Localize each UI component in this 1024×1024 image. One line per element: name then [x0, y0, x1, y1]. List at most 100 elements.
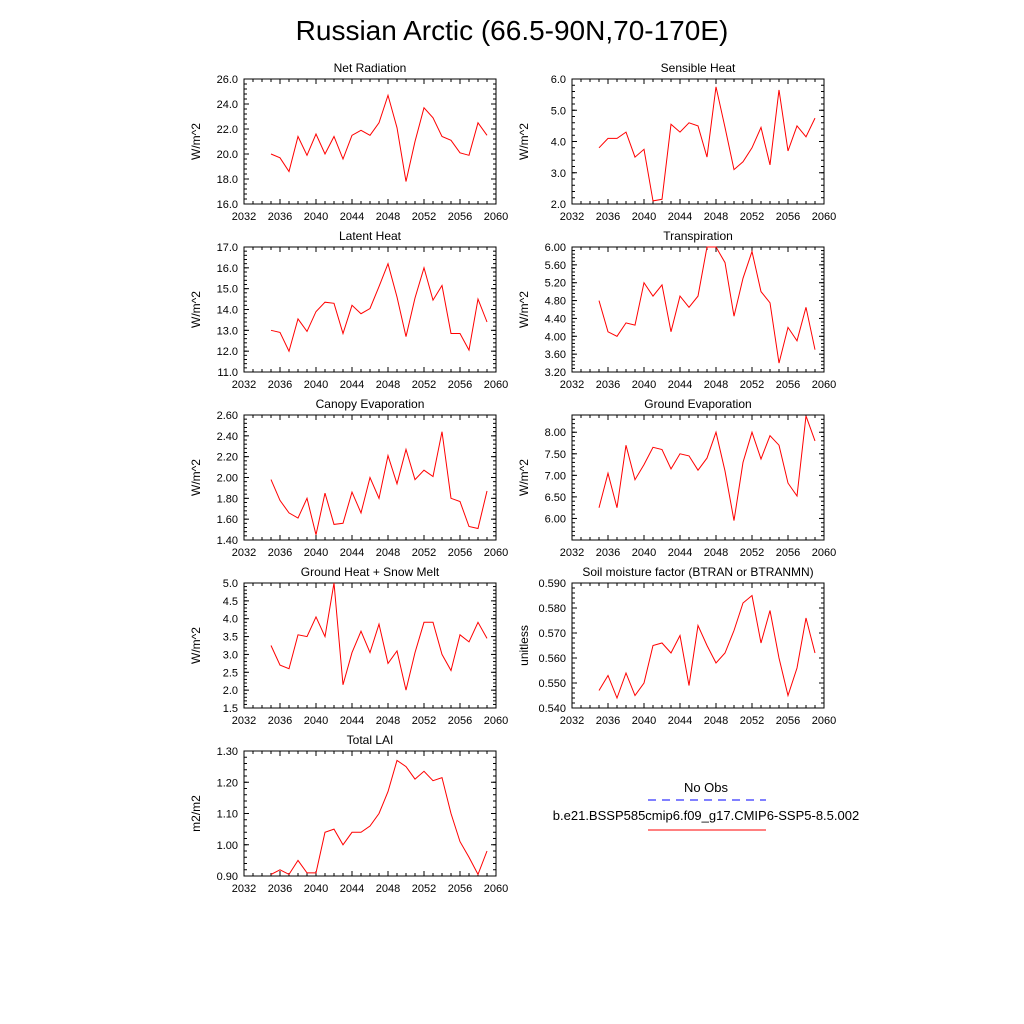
chart-panel-1: Net Radiation W/m^2 2032 2036 2040 2044 2048 20… — [189, 61, 508, 223]
x-tick-label: 2044 — [668, 211, 692, 223]
legend-obs-label: No Obs — [684, 780, 729, 795]
y-tick-label: 2.20 — [217, 452, 238, 464]
series-line-1 — [270, 431, 488, 535]
x-tick-label: 2060 — [484, 547, 508, 559]
panel-title: Canopy Evaporation — [316, 397, 425, 411]
x-tick-label: 2036 — [268, 547, 292, 559]
y-tick-label: 3.0 — [551, 168, 566, 180]
y-tick-label: 17.0 — [217, 242, 238, 254]
x-tick-label: 2052 — [740, 547, 764, 559]
x-tick-label: 2052 — [412, 379, 436, 391]
x-tick-label: 2056 — [776, 379, 800, 391]
x-tick-label: 2052 — [412, 883, 436, 895]
y-tick-label: 4.00 — [545, 331, 566, 343]
x-tick-label: 2032 — [232, 715, 256, 727]
series-line-1 — [270, 93, 488, 182]
y-axis-label: W/m^2 — [189, 123, 203, 160]
x-tick-label: 2044 — [340, 715, 364, 727]
y-tick-label: 6.00 — [545, 513, 566, 525]
y-tick-label: 2.5 — [223, 667, 238, 679]
x-tick-label: 2056 — [448, 211, 472, 223]
x-tick-label: 2052 — [740, 715, 764, 727]
panel-title: Soil moisture factor (BTRAN or BTRANMN) — [582, 565, 813, 579]
chart-panel-8: Soil moisture factor (BTRAN or BTRANMN) u… — [517, 565, 836, 727]
y-tick-label: 5.0 — [551, 105, 566, 117]
x-tick-label: 2032 — [232, 379, 256, 391]
page-title: Russian Arctic (66.5-90N,70-170E) — [296, 15, 729, 46]
y-tick-label: 16.0 — [217, 199, 238, 211]
y-tick-label: 1.60 — [217, 514, 238, 526]
x-tick-label: 2040 — [304, 547, 328, 559]
x-tick-label: 2040 — [632, 547, 656, 559]
panel-title: Ground Evaporation — [644, 397, 751, 411]
y-tick-label: 5.60 — [545, 260, 566, 272]
x-tick-label: 2036 — [596, 547, 620, 559]
x-tick-label: 2044 — [340, 379, 364, 391]
x-tick-label: 2036 — [268, 883, 292, 895]
x-tick-label: 2040 — [632, 211, 656, 223]
series-line-1 — [598, 246, 816, 364]
x-tick-label: 2056 — [448, 715, 472, 727]
y-tick-label: 2.0 — [223, 685, 238, 697]
plot-frame — [243, 78, 497, 205]
y-tick-label: 3.0 — [223, 649, 238, 661]
x-tick-label: 2052 — [412, 211, 436, 223]
x-tick-label: 2048 — [704, 715, 728, 727]
x-tick-label: 2044 — [340, 547, 364, 559]
x-tick-label: 2036 — [268, 715, 292, 727]
y-tick-label: 0.560 — [538, 653, 566, 665]
y-axis-label: m2/m2 — [189, 795, 203, 832]
x-tick-label: 2060 — [812, 211, 836, 223]
y-tick-label: 22.0 — [217, 124, 238, 136]
y-tick-label: 6.00 — [545, 242, 566, 254]
x-tick-label: 2044 — [340, 883, 364, 895]
y-tick-label: 6.50 — [545, 492, 566, 504]
x-tick-label: 2032 — [560, 547, 584, 559]
y-tick-label: 0.590 — [538, 578, 566, 590]
y-tick-label: 4.0 — [223, 614, 238, 626]
chart-panel-3: Latent Heat W/m^2 2032 2036 2040 2044 2048 2052… — [189, 229, 508, 391]
x-tick-label: 2032 — [232, 883, 256, 895]
x-tick-label: 2040 — [632, 379, 656, 391]
y-tick-label: 0.540 — [538, 703, 566, 715]
chart-panel-9: Total LAI m2/m2 2032 2036 2040 2044 2048 2052 20… — [189, 733, 508, 895]
x-tick-label: 2032 — [560, 211, 584, 223]
x-tick-label: 2060 — [484, 379, 508, 391]
chart-panel-4: Transpiration W/m^2 2032 2036 2040 2044 2048 20… — [517, 229, 836, 391]
y-tick-label: 13.0 — [217, 325, 238, 337]
chart-panel-5: Canopy Evaporation W/m^2 2032 2036 2040 2044 2… — [189, 397, 508, 559]
y-tick-label: 2.0 — [551, 199, 566, 211]
y-tick-label: 15.0 — [217, 284, 238, 296]
y-tick-label: 11.0 — [217, 367, 238, 379]
y-tick-label: 1.40 — [217, 535, 238, 547]
panel-title: Transpiration — [663, 229, 733, 243]
x-tick-label: 2040 — [304, 211, 328, 223]
x-tick-label: 2044 — [340, 211, 364, 223]
y-axis-label: W/m^2 — [517, 459, 531, 496]
panel-title: Sensible Heat — [661, 61, 736, 75]
y-tick-label: 5.0 — [223, 578, 238, 590]
legend-model-label: b.e21.BSSP585cmip6.f09_g17.CMIP6-SSP5-8.… — [553, 808, 859, 823]
x-tick-label: 2036 — [596, 715, 620, 727]
y-tick-label: 5.20 — [545, 278, 566, 290]
x-tick-label: 2036 — [268, 211, 292, 223]
y-axis-label: W/m^2 — [517, 291, 531, 328]
x-tick-label: 2056 — [776, 715, 800, 727]
y-tick-label: 2.00 — [217, 473, 238, 485]
y-tick-label: 2.60 — [217, 410, 238, 422]
y-tick-label: 4.0 — [551, 137, 566, 149]
y-tick-label: 14.0 — [217, 305, 238, 317]
y-tick-label: 24.0 — [217, 99, 238, 111]
x-tick-label: 2048 — [704, 211, 728, 223]
series-line-1 — [598, 415, 816, 521]
chart-panel-6: Ground Evaporation W/m^2 2032 2036 2040 2044 2… — [517, 397, 836, 559]
y-tick-label: 0.90 — [217, 871, 238, 883]
y-tick-label: 7.00 — [545, 470, 566, 482]
x-tick-label: 2056 — [448, 547, 472, 559]
x-tick-label: 2040 — [304, 883, 328, 895]
x-tick-label: 2032 — [232, 211, 256, 223]
y-tick-label: 7.50 — [545, 449, 566, 461]
y-tick-label: 1.80 — [217, 493, 238, 505]
panel-title: Ground Heat + Snow Melt — [301, 565, 440, 579]
series-line-1 — [598, 86, 816, 202]
